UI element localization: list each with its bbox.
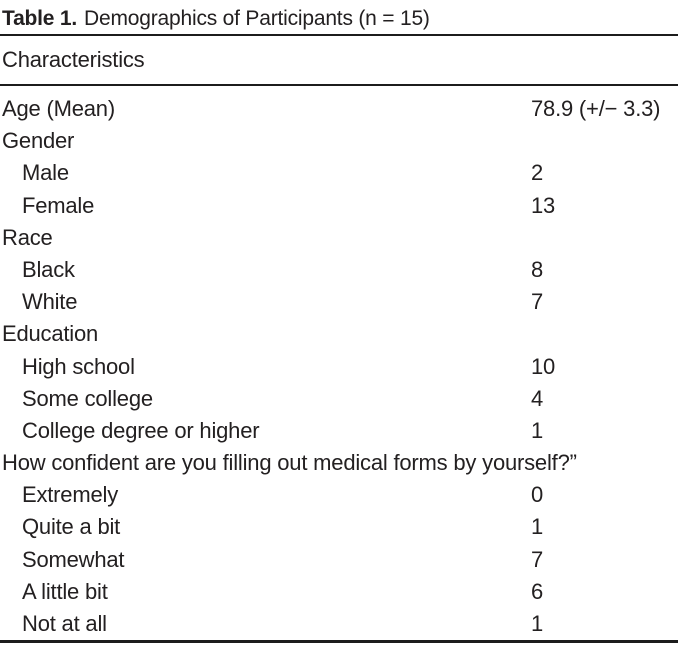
row-race: Race: [0, 222, 678, 254]
row-confidence-question: How confident are you filling out medica…: [0, 447, 678, 479]
table-caption: Demographics of Participants (n = 15): [84, 7, 430, 30]
row-label: Black: [22, 256, 75, 282]
row-age-mean: Age (Mean) 78.9 (+/− 3.3): [0, 93, 678, 125]
column-header-characteristics: Characteristics: [2, 47, 145, 72]
row-race-white: White 7: [0, 286, 678, 318]
row-education-college-degree: College degree or higher 1: [0, 415, 678, 447]
row-confidence-a-little-bit: A little bit 6: [0, 576, 678, 608]
row-label: Female: [22, 192, 95, 218]
row-confidence-extremely: Extremely 0: [0, 479, 678, 511]
row-value: 6: [531, 578, 544, 604]
row-value: 1: [531, 514, 544, 540]
row-value: 1: [531, 611, 544, 636]
top-rule: [0, 34, 678, 36]
table-title: Table 1. Demographics of Participants (n …: [0, 0, 678, 34]
row-label: Male: [22, 160, 69, 186]
header-rule: [0, 84, 678, 86]
row-label: Some college: [22, 385, 153, 411]
row-value: 7: [531, 546, 544, 572]
row-label: Age (Mean): [2, 96, 115, 121]
row-label: High school: [22, 353, 135, 379]
row-value: 2: [531, 160, 544, 186]
row-gender: Gender: [0, 125, 678, 157]
row-confidence-not-at-all: Not at all 1: [0, 608, 678, 640]
row-gender-male: Male 2: [0, 157, 678, 189]
row-value: 0: [531, 482, 544, 508]
table-body: Age (Mean) 78.9 (+/− 3.3) Gender Male 2 …: [0, 86, 678, 640]
row-value: 4: [531, 385, 544, 411]
row-label: Extremely: [22, 482, 118, 508]
row-race-black: Black 8: [0, 254, 678, 286]
row-label: Quite a bit: [22, 514, 121, 540]
row-label: A little bit: [22, 578, 108, 604]
row-label: How confident are you filling out medica…: [2, 450, 577, 476]
row-label: Not at all: [22, 611, 107, 636]
row-value: 78.9 (+/− 3.3): [531, 96, 661, 121]
table-number-label: Table 1.: [2, 7, 78, 30]
row-value: 8: [531, 256, 544, 282]
row-label: White: [22, 289, 78, 315]
row-education-some-college: Some college 4: [0, 383, 678, 415]
bottom-rule: [0, 640, 678, 644]
row-value: 13: [531, 192, 556, 218]
row-value: 10: [531, 353, 556, 379]
row-value: 7: [531, 289, 544, 315]
row-confidence-somewhat: Somewhat 7: [0, 544, 678, 576]
row-value: 1: [531, 417, 544, 443]
row-education-high-school: High school 10: [0, 351, 678, 383]
row-label: College degree or higher: [22, 417, 260, 443]
row-label: Gender: [2, 128, 75, 154]
row-label: Race: [2, 224, 53, 250]
row-confidence-quite-a-bit: Quite a bit 1: [0, 511, 678, 543]
row-gender-female: Female 13: [0, 190, 678, 222]
row-label: Education: [2, 321, 99, 347]
row-label: Somewhat: [22, 546, 125, 572]
row-education: Education: [0, 318, 678, 350]
